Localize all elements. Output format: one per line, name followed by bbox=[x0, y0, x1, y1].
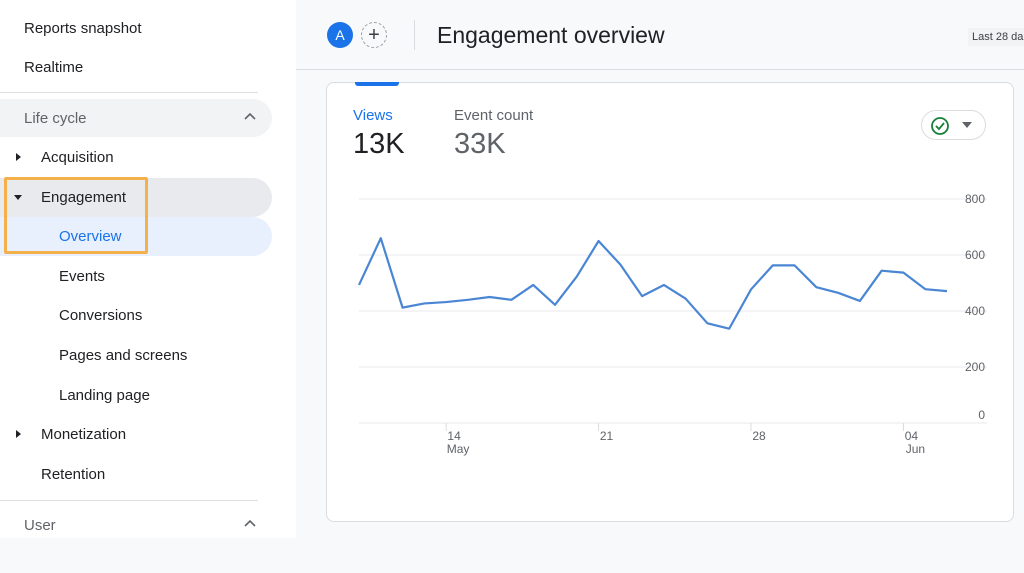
date-range-button[interactable]: Last 28 da bbox=[968, 28, 1024, 46]
nav-item-acquisition[interactable]: Acquisition bbox=[41, 138, 114, 177]
divider bbox=[0, 92, 258, 93]
check-circle-icon bbox=[930, 116, 950, 136]
avatar[interactable]: A bbox=[327, 22, 353, 48]
page-title: Engagement overview bbox=[437, 22, 665, 49]
y-tick-label: 0 bbox=[978, 408, 985, 422]
divider bbox=[414, 20, 415, 50]
y-tick-label: 200 bbox=[965, 360, 985, 374]
caret-right-icon[interactable] bbox=[16, 153, 21, 161]
section-life-cycle[interactable]: Life cycle bbox=[0, 99, 272, 137]
y-tick-label: 400 bbox=[965, 304, 985, 318]
nav-reports-snapshot[interactable]: Reports snapshot bbox=[24, 9, 142, 47]
nav-item-label: Landing page bbox=[59, 387, 150, 404]
nav-item-label: Pages and screens bbox=[59, 347, 187, 364]
header: A + Engagement overview Last 28 da bbox=[296, 0, 1024, 70]
nav-item-conversions[interactable]: Conversions bbox=[59, 296, 142, 335]
sidebar: Reports snapshot Realtime Life cycle Acq… bbox=[0, 0, 296, 538]
nav-item-label: Monetization bbox=[41, 426, 126, 443]
caret-right-icon[interactable] bbox=[16, 430, 21, 438]
engagement-card: Views 13K Event count 33K 800 600 400 200 0 1… bbox=[326, 82, 1014, 522]
x-tick-label: 04 bbox=[905, 429, 919, 443]
section-label: User bbox=[24, 517, 56, 534]
x-tick-label: 21 bbox=[600, 429, 614, 443]
plus-icon: + bbox=[368, 24, 380, 47]
metric-label: Views bbox=[353, 107, 405, 124]
nav-item-monetization[interactable]: Monetization bbox=[41, 415, 126, 454]
nav-item-events[interactable]: Events bbox=[59, 257, 105, 296]
metric-event-count[interactable]: Event count 33K bbox=[454, 107, 533, 161]
nav-item-label: Acquisition bbox=[41, 149, 114, 166]
metric-value: 33K bbox=[454, 128, 533, 161]
views-series-line bbox=[359, 238, 947, 328]
nav-item-label: Events bbox=[59, 268, 105, 285]
divider bbox=[0, 500, 258, 501]
caret-down-icon bbox=[962, 122, 972, 128]
x-tick-label: 14 bbox=[447, 429, 461, 443]
add-comparison-button[interactable]: + bbox=[361, 22, 387, 48]
nav-item-pages-and-screens[interactable]: Pages and screens bbox=[59, 336, 187, 375]
active-tab-indicator bbox=[355, 82, 399, 86]
highlight-box bbox=[4, 177, 148, 254]
x-tick-month: Jun bbox=[906, 442, 925, 456]
nav-item-landing-page[interactable]: Landing page bbox=[59, 376, 150, 415]
x-tick-month: May bbox=[447, 442, 470, 456]
nav-realtime[interactable]: Realtime bbox=[24, 48, 83, 86]
y-tick-label: 600 bbox=[965, 248, 985, 262]
chevron-up-icon bbox=[242, 516, 258, 532]
chevron-up-icon bbox=[242, 109, 258, 125]
section-label: Life cycle bbox=[24, 110, 87, 127]
nav-item-retention[interactable]: Retention bbox=[41, 455, 105, 494]
section-user[interactable]: User bbox=[0, 506, 272, 544]
metric-label: Event count bbox=[454, 107, 533, 124]
nav-item-label: Conversions bbox=[59, 307, 142, 324]
metric-views[interactable]: Views 13K bbox=[353, 107, 405, 161]
x-tick-label: 28 bbox=[752, 429, 766, 443]
y-tick-label: 800 bbox=[965, 192, 985, 206]
metric-value: 13K bbox=[353, 128, 405, 161]
insights-dropdown[interactable] bbox=[921, 110, 986, 140]
nav-item-label: Retention bbox=[41, 466, 105, 483]
